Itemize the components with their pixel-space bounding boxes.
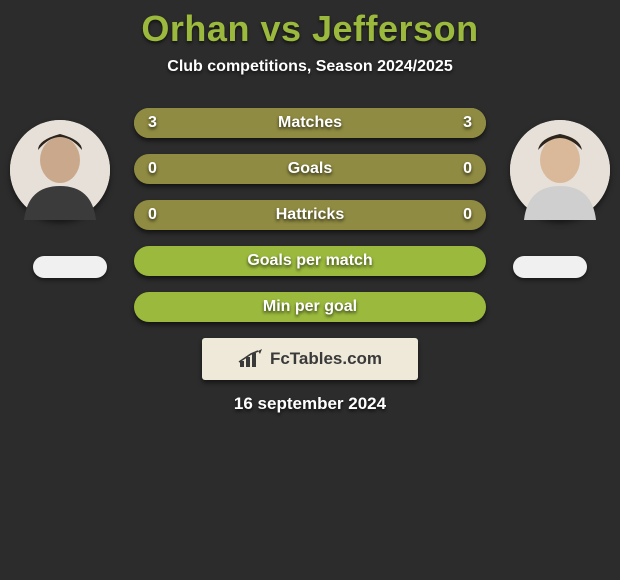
title-player2: Jefferson [312, 8, 479, 49]
stat-bars: 33Matches00Goals00HattricksGoals per mat… [134, 108, 486, 322]
stat-value-left: 0 [148, 154, 157, 184]
date-text: 16 september 2024 [0, 394, 620, 414]
stat-label: Goals per match [134, 246, 486, 276]
player2-flag [513, 256, 587, 278]
comparison-body: 33Matches00Goals00HattricksGoals per mat… [0, 108, 620, 322]
stat-value-right: 0 [463, 200, 472, 230]
stat-bar: 0 0Hattricks [134, 200, 486, 230]
stat-bar-fill-right [310, 108, 486, 138]
stat-bar-fill-left [134, 108, 310, 138]
stat-bar: Min per goal [134, 292, 486, 322]
avatar-placeholder-icon [510, 120, 610, 220]
player1-avatar [10, 120, 110, 220]
title-vs: vs [260, 8, 301, 49]
stat-value-left: 0 [148, 200, 157, 230]
avatar-placeholder-icon [10, 120, 110, 220]
stat-label: Goals [134, 154, 486, 184]
stat-bar: Goals per match [134, 246, 486, 276]
stat-bar: 0 0Goals [134, 154, 486, 184]
stat-bar: 33Matches [134, 108, 486, 138]
stat-label: Hattricks [134, 200, 486, 230]
title-player1: Orhan [141, 8, 250, 49]
subtitle: Club competitions, Season 2024/2025 [0, 58, 620, 76]
comparison-card: Orhan vs Jefferson Club competitions, Se… [0, 0, 620, 580]
page-title: Orhan vs Jefferson [0, 8, 620, 50]
bar-chart-icon [238, 349, 264, 369]
stat-value-right: 0 [463, 154, 472, 184]
player1-flag [33, 256, 107, 278]
watermark-text: FcTables.com [270, 349, 382, 369]
stat-label: Min per goal [134, 292, 486, 322]
player2-avatar [510, 120, 610, 220]
watermark: FcTables.com [202, 338, 418, 380]
